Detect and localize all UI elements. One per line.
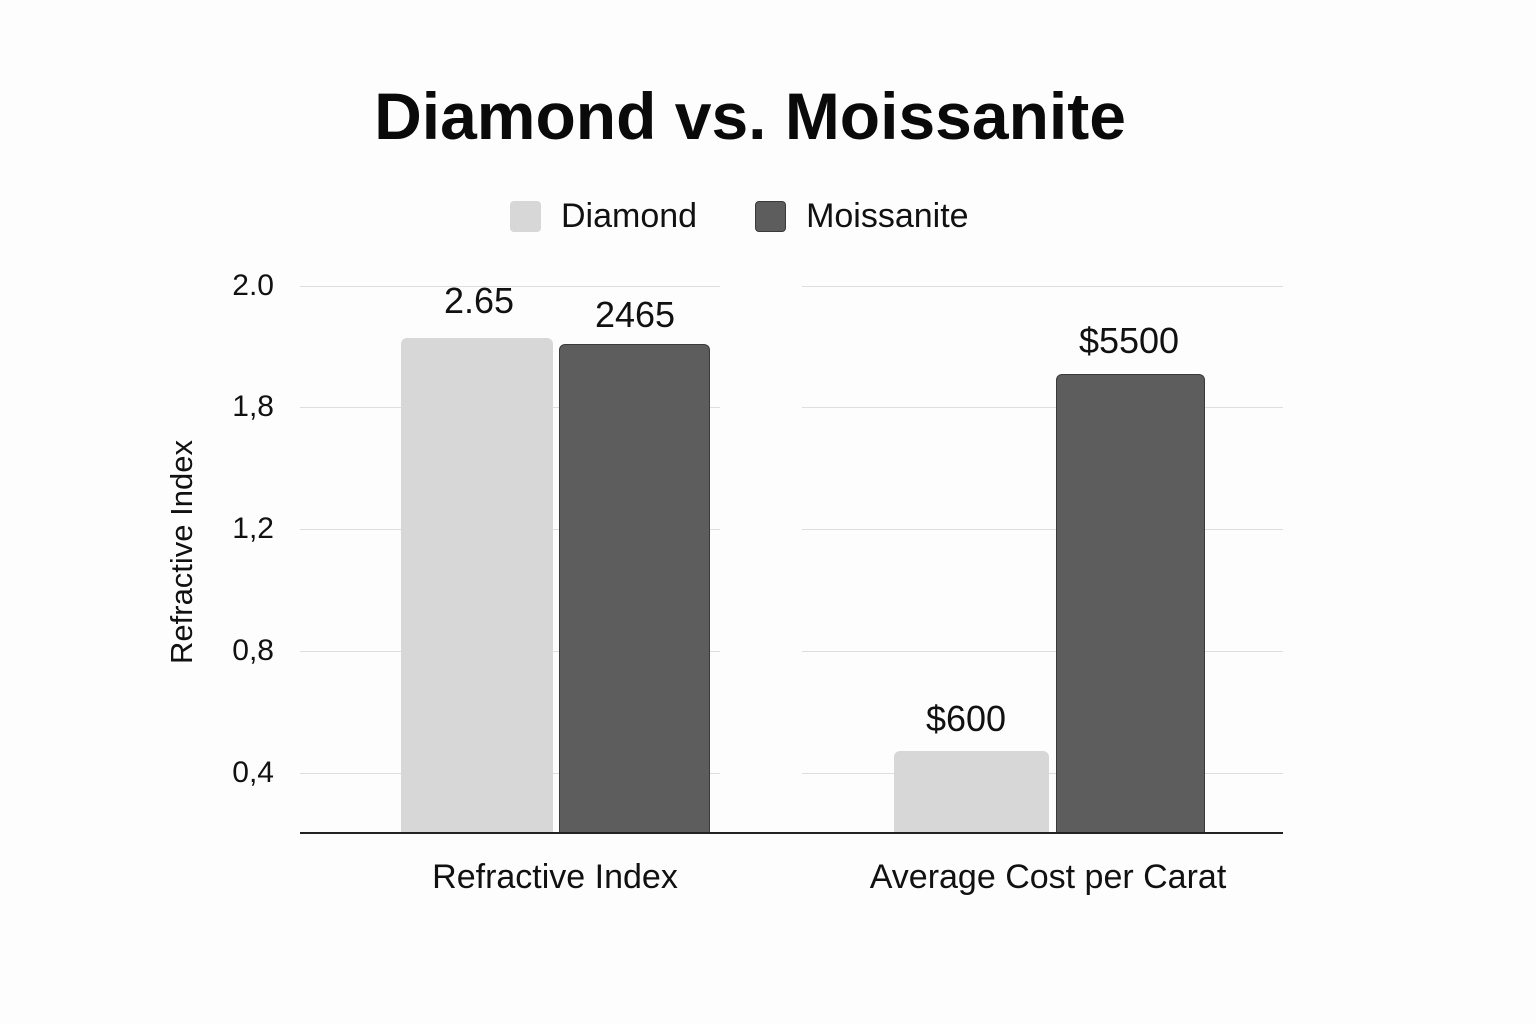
- chart-title: Diamond vs. Moissanite: [374, 79, 1126, 153]
- y-axis-label: Refractive Index: [164, 440, 199, 664]
- legend-swatch-diamond: [510, 200, 541, 232]
- data-label-diamond-cost: $600: [925, 698, 1007, 739]
- data-label-moissanite-ri: 2465: [594, 294, 676, 335]
- bar-moissanite-refractive-index: [559, 344, 710, 833]
- y-tick: 1,8: [232, 390, 274, 423]
- y-tick: 1,2: [232, 512, 274, 545]
- legend-item-diamond: Diamond: [510, 197, 697, 236]
- bar-moissanite-cost: [1056, 374, 1205, 833]
- legend-item-moissanite: Moissanite: [755, 197, 969, 236]
- x-category-label: Average Cost per Carat: [869, 858, 1227, 896]
- y-tick: 0,4: [232, 756, 274, 789]
- gridline: [802, 407, 1283, 408]
- legend: Diamond Moissanite: [510, 196, 969, 236]
- bar-diamond-cost: [894, 751, 1049, 833]
- x-axis-baseline: [300, 832, 1283, 834]
- gridline: [300, 286, 720, 287]
- gridline: [802, 651, 1283, 652]
- y-tick: 0,8: [232, 634, 274, 667]
- bar-diamond-refractive-index: [401, 338, 553, 833]
- gridline: [802, 286, 1283, 287]
- data-label-moissanite-cost: $5500: [1078, 320, 1180, 361]
- y-tick: 2.0: [232, 269, 274, 302]
- x-category-label: Refractive Index: [432, 858, 678, 896]
- gridline: [802, 529, 1283, 530]
- legend-swatch-moissanite: [755, 200, 787, 232]
- legend-label-moissanite: Moissanite: [806, 196, 969, 235]
- data-label-diamond-ri: 2.65: [443, 280, 515, 321]
- legend-label-diamond: Diamond: [561, 196, 698, 235]
